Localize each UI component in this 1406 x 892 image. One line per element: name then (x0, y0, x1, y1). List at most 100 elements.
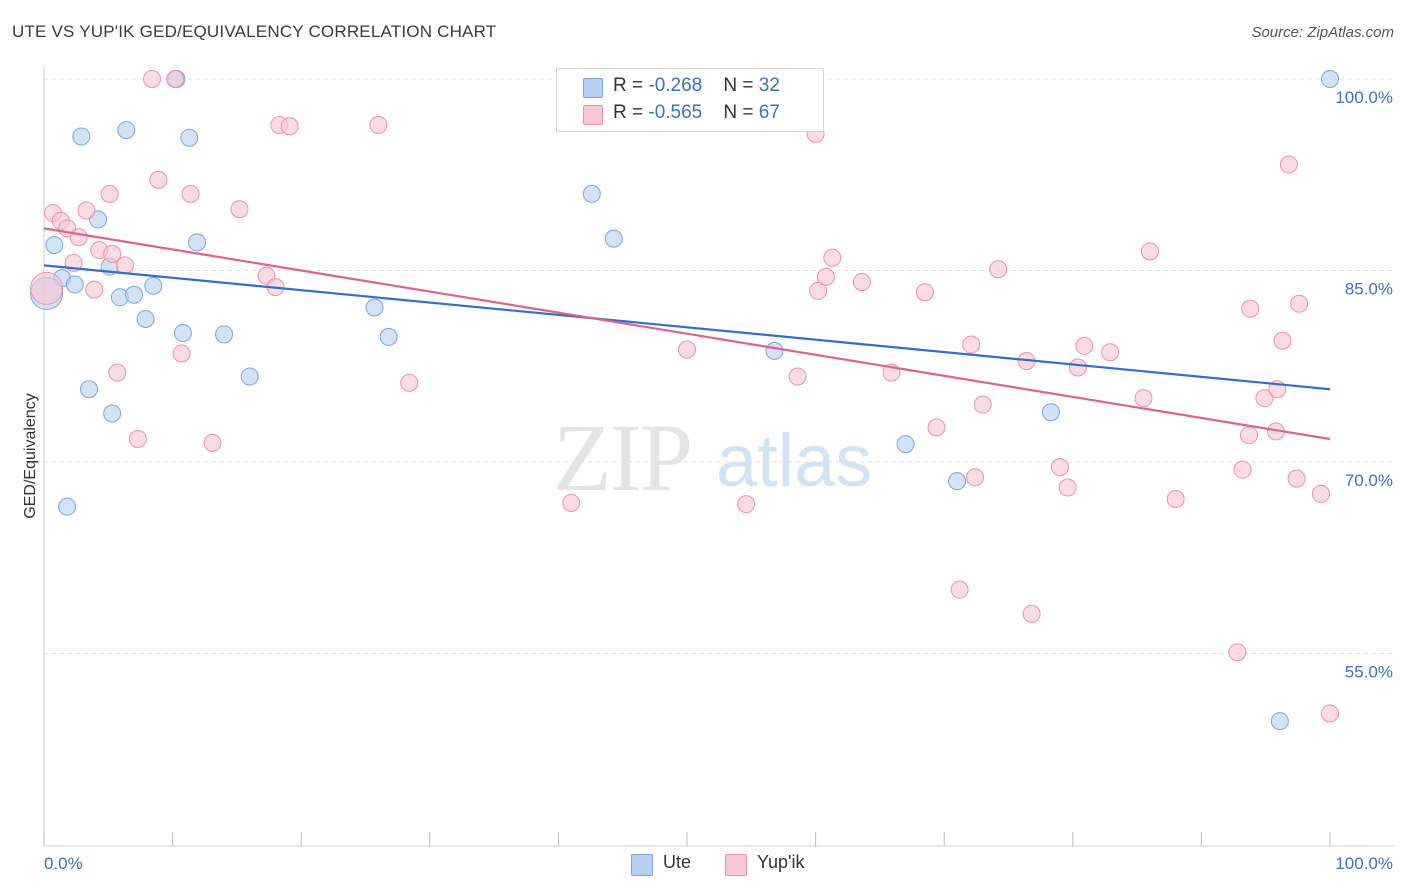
yupik-point (562, 493, 581, 512)
ute-n-value: 32 (758, 75, 780, 96)
yupik-n-value: 67 (758, 102, 780, 123)
y-axis-title: GED/Equivalency (22, 393, 39, 518)
yupik-point (852, 272, 871, 291)
ute-point (240, 367, 259, 386)
yupik-point (166, 70, 185, 88)
yupik-point (100, 184, 119, 203)
ute-point (144, 276, 163, 295)
yupik-point (400, 373, 419, 392)
yupik-point (69, 228, 88, 247)
ute-point (948, 472, 967, 491)
ute-point (1041, 403, 1060, 422)
ute-point (103, 404, 122, 423)
ute-point (72, 127, 91, 146)
ute-point (604, 229, 623, 248)
yupik-r-label: R = (613, 102, 649, 123)
yupik-point (973, 395, 992, 414)
y-tick-label: 55.0% (1345, 663, 1393, 682)
x-tick-label: 100.0% (1335, 854, 1393, 873)
yupik-point (172, 344, 191, 363)
chart-title: UTE VS YUP'IK GED/EQUIVALENCY CORRELATIO… (12, 22, 497, 41)
ute-point (45, 235, 64, 254)
yupik-point (280, 117, 299, 136)
yupik-point (809, 281, 828, 300)
yupik-point (230, 200, 249, 219)
yupik-point (1058, 478, 1077, 497)
yupik-point (1321, 704, 1339, 723)
yupik-point (128, 430, 147, 449)
ute-point (379, 327, 398, 346)
ute-point (1321, 70, 1339, 88)
yupik-point (1311, 484, 1330, 503)
bottom-yupik-label: Yup'ik (757, 852, 805, 872)
source-label: Source: ZipAtlas.com (1251, 24, 1394, 41)
ute-trend-line (43, 264, 1331, 391)
watermark-zip: ZIP (553, 404, 691, 511)
ute-r-value: -0.268 (648, 75, 703, 96)
stats-legend: R = -0.268 N = 32 R = -0.565 N = 67 (556, 68, 824, 132)
yupik-trend-line (43, 227, 1331, 441)
yupik-r-value: -0.565 (648, 102, 703, 123)
yupik-point (143, 70, 162, 88)
bottom-ute-swatch (631, 854, 653, 876)
y-tick-label: 70.0% (1345, 471, 1393, 490)
yupik-n-label: N = (723, 102, 759, 123)
ute-point (180, 128, 199, 147)
yupik-point (103, 244, 122, 263)
yupik-point (1134, 389, 1153, 408)
yupik-point (1241, 299, 1260, 318)
yupik-point (1140, 242, 1159, 261)
yupik-point (1022, 604, 1041, 623)
yupik-point (950, 580, 969, 599)
yupik-stats: R = -0.565 N = 67 (613, 102, 780, 124)
yupik-point (1279, 155, 1298, 174)
yupik-point (1287, 469, 1306, 488)
ute-swatch (583, 78, 603, 98)
yupik-point (181, 184, 200, 203)
ute-n-label: N = (723, 75, 759, 96)
yupik-point (678, 340, 696, 359)
yupik-point (1166, 490, 1185, 509)
yupik-point (30, 271, 64, 305)
yupik-point (788, 367, 807, 386)
yupik-point (1050, 458, 1069, 477)
yupik-point (823, 248, 842, 267)
ute-stats: R = -0.268 N = 32 (613, 75, 780, 97)
ute-point (1270, 712, 1289, 731)
ute-point (125, 285, 144, 304)
x-tick-label: 0.0% (44, 854, 83, 873)
yupik-point (108, 363, 127, 382)
yupik-point (966, 468, 985, 487)
ute-point (117, 121, 136, 140)
ute-point (65, 275, 84, 294)
ute-point (58, 497, 77, 516)
ute-point (582, 184, 601, 203)
yupik-point (915, 283, 934, 302)
bottom-ute-label: Ute (663, 852, 692, 872)
yupik-point (1101, 343, 1120, 362)
ute-point (173, 324, 192, 343)
ute-point (80, 380, 99, 399)
yupik-point (962, 335, 981, 354)
yupik-point (737, 495, 756, 514)
ute-r-label: R = (613, 75, 649, 96)
ute-point (765, 341, 784, 360)
y-tick-label: 85.0% (1345, 280, 1393, 299)
ute-point (365, 298, 384, 317)
ute-point (896, 435, 915, 454)
yupik-point (1075, 336, 1094, 355)
yupik-point (116, 256, 135, 275)
yupik-point (927, 418, 946, 437)
yupik-point (369, 115, 388, 134)
ute-point (215, 325, 234, 344)
yupik-point (1239, 426, 1258, 445)
yupik-point (1290, 294, 1309, 313)
yupik-point (989, 260, 1008, 279)
yupik-swatch (583, 105, 603, 125)
yupik-point (1273, 331, 1292, 350)
yupik-point (149, 170, 168, 189)
yupik-point (1233, 460, 1252, 479)
watermark-atlas: atlas (716, 419, 872, 502)
bottom-yupik-swatch (725, 854, 747, 876)
